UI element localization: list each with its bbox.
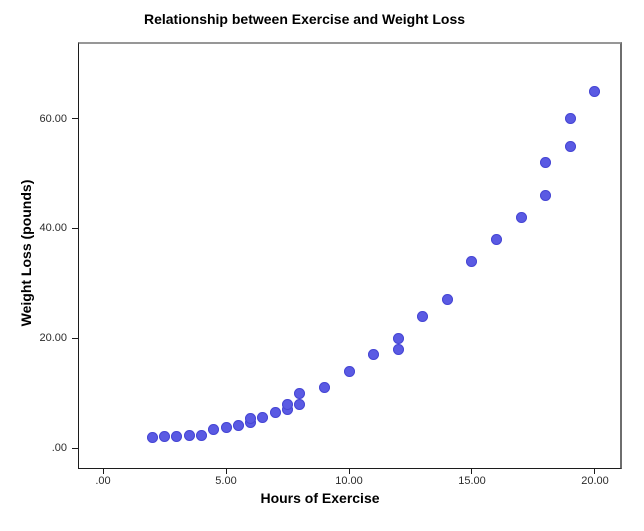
y-axis-label: Weight Loss (pounds) [18, 179, 34, 327]
data-point [220, 422, 232, 434]
data-point [392, 332, 404, 344]
data-point [540, 189, 552, 201]
data-point [257, 411, 269, 423]
data-point [208, 423, 220, 435]
y-tick-label: 60.00 [39, 112, 67, 125]
data-point [232, 419, 244, 431]
data-point [589, 85, 601, 97]
data-point [245, 412, 257, 424]
x-tick [102, 469, 104, 474]
y-tick [72, 447, 78, 449]
data-point [564, 140, 576, 152]
x-tick-label: 10.00 [335, 475, 363, 487]
x-tick-label: 20.00 [581, 475, 609, 487]
data-point [183, 430, 195, 442]
x-tick [471, 469, 473, 474]
y-tick-label: 20.00 [39, 332, 67, 345]
data-point [368, 349, 380, 361]
x-tick [225, 469, 227, 474]
chart-title: Relationship between Exercise and Weight… [143, 11, 466, 27]
data-point [466, 255, 478, 267]
y-tick [72, 227, 78, 229]
x-tick-label: 15.00 [458, 475, 486, 487]
data-point [294, 387, 306, 399]
data-point [417, 310, 429, 322]
data-point [146, 431, 158, 443]
x-tick [594, 469, 596, 474]
data-point [515, 211, 527, 223]
data-point [294, 398, 306, 410]
data-point [392, 343, 404, 355]
data-point [171, 431, 183, 443]
plot-area: .00 5.00 10.00 15.00 20.00 .00 20.00 40.00 60.00 [39, 42, 622, 487]
x-tick-label: 5.00 [215, 475, 237, 487]
x-tick [348, 469, 350, 474]
y-tick [72, 337, 78, 339]
plot-frame [78, 42, 622, 469]
data-point [282, 398, 293, 410]
x-tick-label: .00 [95, 475, 111, 487]
x-axis-label: Hours of Exercise [260, 490, 380, 506]
y-tick [72, 118, 78, 119]
data-point [343, 365, 355, 377]
data-point [491, 233, 503, 245]
data-point [540, 156, 552, 168]
data-point [318, 382, 330, 394]
data-point [441, 294, 453, 306]
data-point [195, 429, 207, 441]
y-tick-label: .00 [51, 442, 67, 455]
data-point [159, 431, 170, 443]
data-point [282, 404, 293, 416]
data-point [269, 407, 281, 419]
data-point [564, 113, 576, 124]
y-tick-label: 40.00 [39, 222, 67, 235]
